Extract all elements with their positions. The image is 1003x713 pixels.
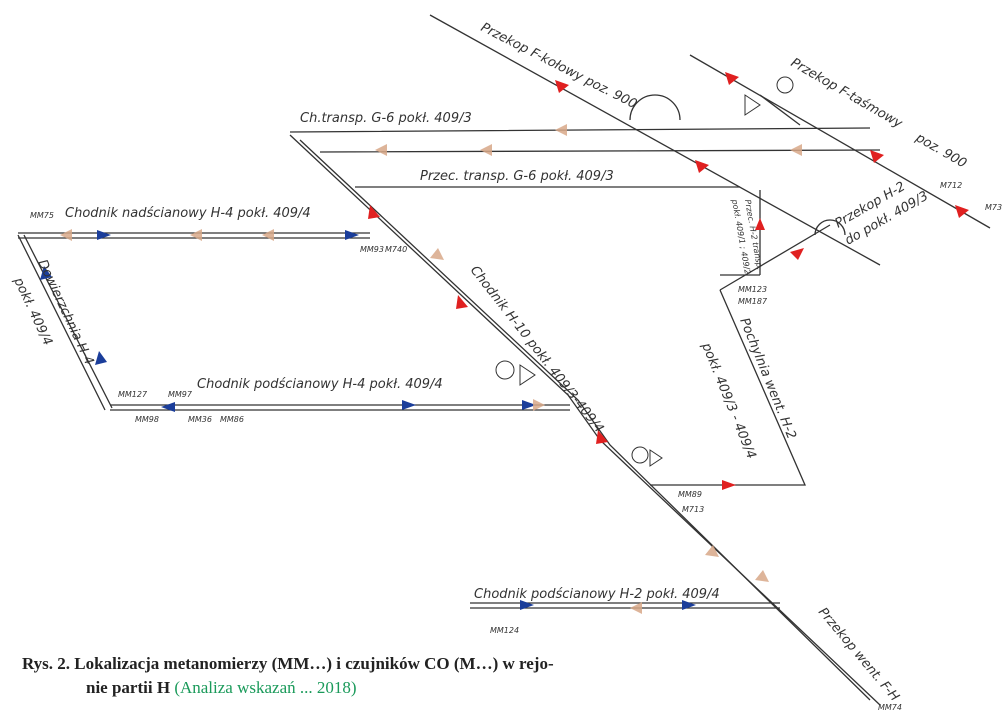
sensor-label: MM36: [188, 415, 212, 424]
label: poz. 900: [912, 130, 969, 172]
caption: nie partii H (Analiza wskazań ... 2018): [86, 678, 357, 698]
label: Chodnik podścianowy H-4 pokł. 409/4: [197, 377, 443, 392]
sensor-label: M740: [385, 245, 407, 254]
label: Chodnik nadścianowy H-4 pokł. 409/4: [65, 206, 311, 221]
caption: Rys. 2. Lokalizacja metanomierzy (MM…) i…: [22, 654, 554, 674]
label: Dowierzchnia H-4: [34, 257, 96, 367]
label: Ch.transp. G-6 pokł. 409/3: [300, 111, 472, 126]
label: Przekop F-kołowy poz. 900: [478, 20, 639, 112]
sensor-label: MM93: [360, 245, 384, 254]
sensor-label: MM123: [738, 285, 767, 294]
arrows: [40, 72, 969, 614]
mine-map: Przekop F-kołowy poz. 900 Przekop F-taśm…: [0, 0, 1003, 713]
label: Przekop F-taśmowy: [788, 55, 905, 131]
label: Przec. transp. G-6 pokł. 409/3: [420, 169, 614, 184]
caption-source: (Analiza wskazań ... 2018): [174, 678, 356, 697]
sensor-label: MM86: [220, 415, 244, 424]
sensor-label: MM74: [878, 703, 902, 712]
sensor-label: MM97: [168, 390, 193, 399]
sensor-label: MM187: [738, 297, 768, 306]
caption-line: nie partii H: [86, 678, 170, 697]
sensor-label: MM98: [135, 415, 159, 424]
sensor-label: M712: [940, 181, 962, 190]
sensor-label: MM75: [30, 211, 54, 220]
label: Chodnik podścianowy H-2 pokł. 409/4: [474, 587, 720, 602]
sensor-label: MM89: [678, 490, 702, 499]
label: Przekop went. F-H: [815, 605, 902, 705]
sensor-label: M73: [985, 203, 1002, 212]
sensor-label: M713: [682, 505, 704, 514]
figure: Przekop F-kołowy poz. 900 Przekop F-taśm…: [0, 0, 1003, 713]
sensor-label: MM127: [118, 390, 148, 399]
sensor-label: MM124: [490, 626, 519, 635]
